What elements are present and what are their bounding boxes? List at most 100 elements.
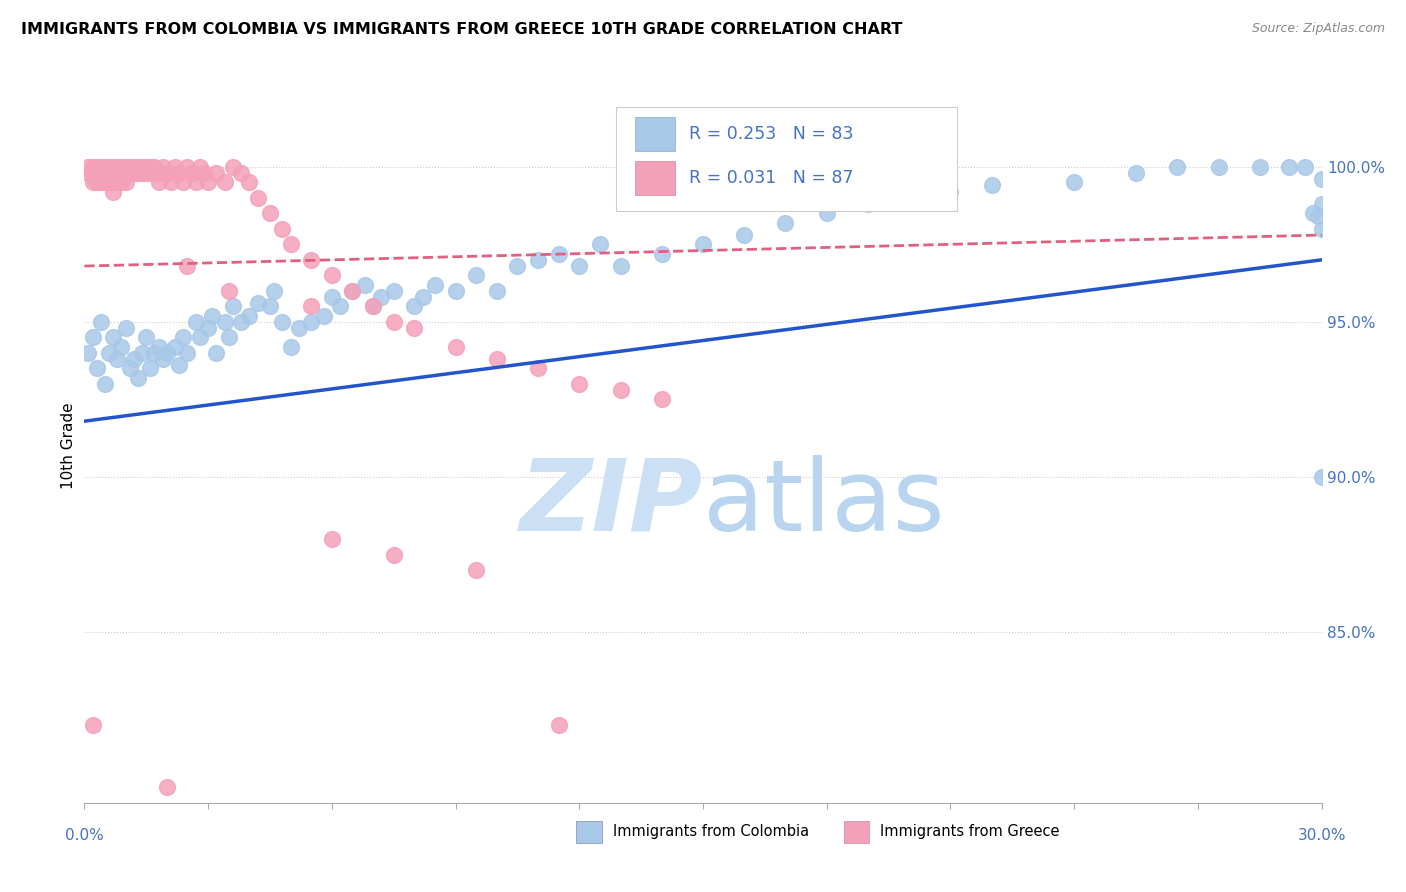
Point bbox=[229, 315, 252, 329]
Point bbox=[444, 340, 467, 354]
Point bbox=[197, 321, 219, 335]
Point bbox=[197, 175, 219, 189]
Point bbox=[218, 330, 240, 344]
Point bbox=[193, 166, 215, 180]
Point bbox=[143, 160, 166, 174]
Point bbox=[404, 321, 426, 335]
Point bbox=[176, 160, 198, 174]
Point bbox=[127, 160, 149, 174]
Text: Immigrants from Greece: Immigrants from Greece bbox=[880, 824, 1060, 839]
Point bbox=[205, 346, 228, 360]
Point bbox=[139, 361, 162, 376]
Point bbox=[342, 284, 364, 298]
Point bbox=[86, 166, 108, 180]
Point bbox=[105, 352, 128, 367]
Point bbox=[321, 532, 343, 546]
Point bbox=[122, 160, 145, 174]
Point bbox=[609, 259, 631, 273]
Point bbox=[98, 166, 121, 180]
Point bbox=[1310, 222, 1333, 236]
Point bbox=[105, 160, 128, 174]
Point bbox=[77, 160, 100, 174]
Point bbox=[361, 299, 384, 313]
Point bbox=[114, 166, 136, 180]
Point bbox=[246, 296, 269, 310]
Point bbox=[82, 718, 104, 732]
Point bbox=[222, 299, 245, 313]
Point bbox=[82, 160, 104, 174]
Point bbox=[139, 166, 162, 180]
Point bbox=[176, 346, 198, 360]
Point bbox=[321, 268, 343, 283]
Bar bbox=[636, 161, 675, 195]
Point bbox=[238, 175, 260, 189]
Point bbox=[1306, 210, 1329, 224]
Point bbox=[160, 175, 183, 189]
Text: atlas: atlas bbox=[703, 455, 945, 551]
Point bbox=[110, 166, 132, 180]
Point bbox=[299, 299, 322, 313]
Point bbox=[184, 175, 207, 189]
Point bbox=[259, 206, 281, 220]
Point bbox=[180, 166, 202, 180]
Point bbox=[148, 340, 170, 354]
Point bbox=[77, 346, 100, 360]
Point bbox=[775, 216, 797, 230]
Point bbox=[939, 185, 962, 199]
Point bbox=[103, 330, 125, 344]
Point bbox=[263, 284, 285, 298]
Point bbox=[127, 166, 149, 180]
Text: 0.0%: 0.0% bbox=[65, 828, 104, 843]
Point bbox=[589, 237, 612, 252]
Point bbox=[152, 160, 174, 174]
Point bbox=[114, 175, 136, 189]
Point bbox=[527, 361, 550, 376]
Point bbox=[299, 252, 322, 267]
Point bbox=[118, 361, 141, 376]
Point bbox=[382, 284, 405, 298]
Point bbox=[651, 246, 673, 260]
Point bbox=[465, 268, 488, 283]
Point bbox=[222, 160, 245, 174]
Point bbox=[1278, 160, 1301, 174]
Text: R = 0.031   N = 87: R = 0.031 N = 87 bbox=[689, 169, 853, 187]
Point bbox=[165, 160, 187, 174]
Point bbox=[329, 299, 352, 313]
Point bbox=[122, 352, 145, 367]
Point bbox=[214, 315, 236, 329]
Point bbox=[98, 346, 121, 360]
Point bbox=[103, 166, 125, 180]
Point bbox=[127, 370, 149, 384]
Point bbox=[172, 175, 194, 189]
Point bbox=[114, 160, 136, 174]
Point bbox=[423, 277, 446, 292]
Point bbox=[238, 309, 260, 323]
Point bbox=[103, 160, 125, 174]
Point bbox=[82, 175, 104, 189]
Point bbox=[86, 361, 108, 376]
Point bbox=[353, 277, 375, 292]
Point bbox=[86, 160, 108, 174]
Point bbox=[980, 178, 1002, 193]
Point bbox=[321, 290, 343, 304]
Point bbox=[898, 191, 921, 205]
Point bbox=[184, 315, 207, 329]
Point bbox=[271, 315, 294, 329]
Text: IMMIGRANTS FROM COLOMBIA VS IMMIGRANTS FROM GREECE 10TH GRADE CORRELATION CHART: IMMIGRANTS FROM COLOMBIA VS IMMIGRANTS F… bbox=[21, 22, 903, 37]
Point bbox=[1310, 172, 1333, 186]
Point bbox=[246, 191, 269, 205]
Bar bbox=[636, 117, 675, 151]
Point bbox=[131, 346, 153, 360]
Point bbox=[229, 166, 252, 180]
Text: Immigrants from Colombia: Immigrants from Colombia bbox=[613, 824, 808, 839]
Point bbox=[568, 259, 591, 273]
Point bbox=[103, 175, 125, 189]
Point bbox=[94, 160, 117, 174]
Point bbox=[342, 284, 364, 298]
Point bbox=[856, 197, 879, 211]
Point bbox=[105, 166, 128, 180]
Point bbox=[135, 160, 157, 174]
Point bbox=[114, 321, 136, 335]
Point bbox=[527, 252, 550, 267]
Point bbox=[205, 166, 228, 180]
